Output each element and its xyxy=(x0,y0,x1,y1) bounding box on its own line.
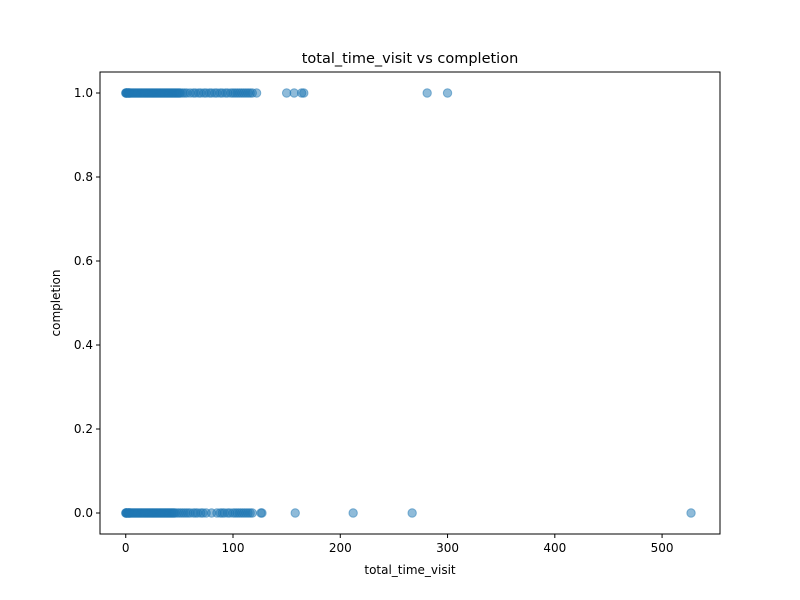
plot-frame xyxy=(99,71,721,535)
y-tick-label: 0.8 xyxy=(74,170,93,184)
x-axis: 0 100 200 300 400 500 xyxy=(122,534,674,555)
x-axis-label: total_time_visit xyxy=(364,563,456,577)
data-point xyxy=(290,508,300,518)
x-tick-label: 500 xyxy=(651,541,674,555)
x-tick-label: 400 xyxy=(543,541,566,555)
data-point xyxy=(686,508,696,518)
x-tick-label: 200 xyxy=(329,541,352,555)
y-tick-label: 0.0 xyxy=(74,506,93,520)
chart-title: total_time_visit vs completion xyxy=(302,51,519,67)
y-tick-label: 0.4 xyxy=(74,338,93,352)
y-tick-label: 0.2 xyxy=(74,422,93,436)
data-point xyxy=(299,88,309,98)
data-point xyxy=(257,508,267,518)
data-point xyxy=(422,88,432,98)
data-point xyxy=(247,508,258,518)
y-tick-label: 0.6 xyxy=(74,254,93,268)
x-tick-label: 0 xyxy=(122,541,130,555)
x-tick-label: 300 xyxy=(436,541,459,555)
x-tick-label: 100 xyxy=(222,541,245,555)
y-tick-label: 1.0 xyxy=(74,86,93,100)
data-point xyxy=(442,88,453,98)
data-points xyxy=(121,88,696,518)
y-axis: 0.0 0.2 0.4 0.6 0.8 1.0 xyxy=(74,86,100,520)
data-point xyxy=(407,508,417,518)
data-point xyxy=(251,88,262,98)
data-point xyxy=(348,508,358,518)
y-axis-label: completion xyxy=(49,270,63,337)
